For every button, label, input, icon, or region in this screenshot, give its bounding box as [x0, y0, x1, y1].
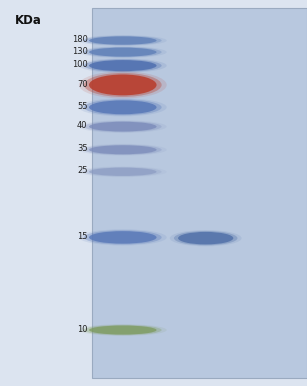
Ellipse shape	[84, 230, 162, 245]
Ellipse shape	[89, 145, 157, 154]
Ellipse shape	[84, 36, 162, 45]
Text: 40: 40	[77, 121, 87, 130]
Ellipse shape	[84, 73, 162, 97]
Ellipse shape	[79, 229, 167, 245]
Ellipse shape	[79, 58, 167, 73]
Ellipse shape	[89, 74, 157, 95]
Ellipse shape	[84, 59, 162, 72]
Text: 70: 70	[77, 80, 87, 89]
Ellipse shape	[79, 120, 167, 133]
Ellipse shape	[170, 230, 242, 246]
Ellipse shape	[79, 98, 167, 116]
Ellipse shape	[84, 47, 162, 57]
Ellipse shape	[79, 46, 167, 58]
Text: 25: 25	[77, 166, 87, 176]
Ellipse shape	[89, 100, 157, 114]
Ellipse shape	[89, 231, 157, 244]
Text: 15: 15	[77, 232, 87, 241]
Text: 100: 100	[72, 60, 87, 69]
Ellipse shape	[84, 145, 162, 155]
Ellipse shape	[89, 122, 157, 132]
Ellipse shape	[174, 231, 238, 245]
Ellipse shape	[84, 167, 162, 176]
Text: 130: 130	[72, 47, 87, 56]
Text: KDa: KDa	[15, 14, 42, 27]
Bar	[92, 8, 307, 378]
Ellipse shape	[79, 71, 167, 98]
Ellipse shape	[84, 121, 162, 132]
Ellipse shape	[79, 324, 167, 336]
Text: 55: 55	[77, 102, 87, 111]
Ellipse shape	[84, 99, 162, 115]
Ellipse shape	[79, 166, 167, 177]
Ellipse shape	[89, 36, 157, 45]
Ellipse shape	[89, 47, 157, 57]
Ellipse shape	[84, 325, 162, 335]
Ellipse shape	[89, 168, 157, 176]
Ellipse shape	[178, 232, 233, 244]
Text: 10: 10	[77, 325, 87, 334]
Text: 35: 35	[77, 144, 87, 154]
Text: 180: 180	[72, 35, 87, 44]
Ellipse shape	[89, 60, 157, 71]
Ellipse shape	[79, 35, 167, 46]
Ellipse shape	[79, 144, 167, 156]
Ellipse shape	[89, 325, 157, 335]
